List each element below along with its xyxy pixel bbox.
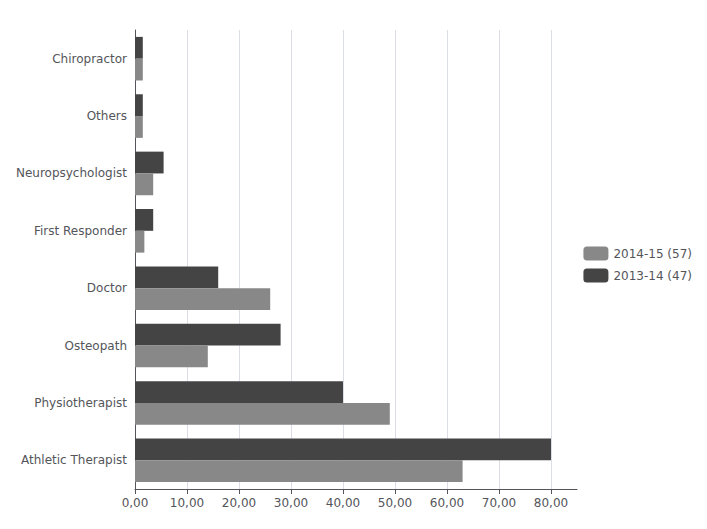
svg-text:Chiropractor: Chiropractor — [52, 52, 127, 66]
svg-text:80,00: 80,00 — [534, 496, 568, 510]
svg-text:Physiotherapist: Physiotherapist — [34, 396, 127, 410]
svg-text:2013-14 (47): 2013-14 (47) — [613, 269, 692, 283]
svg-text:40,00: 40,00 — [326, 496, 360, 510]
svg-text:30,00: 30,00 — [274, 496, 308, 510]
svg-text:20,00: 20,00 — [222, 496, 256, 510]
svg-text:0,00: 0,00 — [122, 496, 149, 510]
svg-text:60,00: 60,00 — [430, 496, 464, 510]
svg-text:Osteopath: Osteopath — [65, 339, 127, 353]
svg-text:Others: Others — [87, 109, 127, 123]
svg-text:Doctor: Doctor — [87, 281, 127, 295]
svg-text:50,00: 50,00 — [378, 496, 412, 510]
svg-text:2014-15 (57): 2014-15 (57) — [613, 247, 692, 261]
svg-text:First Responder: First Responder — [34, 224, 127, 238]
svg-text:10,00: 10,00 — [170, 496, 204, 510]
svg-text:Neuropsychologist: Neuropsychologist — [16, 166, 127, 180]
svg-text:Athletic Therapist: Athletic Therapist — [21, 453, 127, 467]
svg-text:70,00: 70,00 — [482, 496, 516, 510]
